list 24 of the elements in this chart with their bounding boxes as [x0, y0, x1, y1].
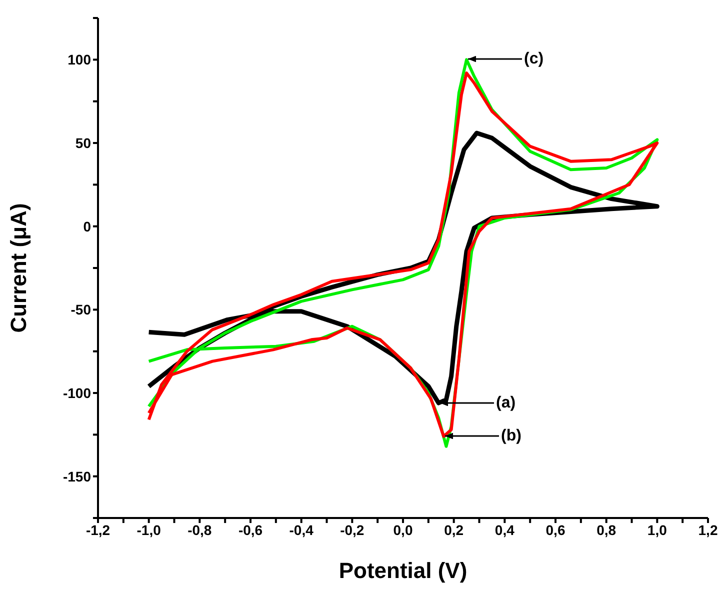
- annotation: (a): [496, 394, 516, 412]
- x-axis-title: Potential (V): [338, 558, 468, 583]
- x-tick-label: 1,0: [647, 522, 668, 538]
- x-tick-label: -1,0: [136, 522, 162, 538]
- x-tick-label: 0,8: [596, 522, 616, 538]
- x-tick-label: -1,2: [86, 522, 110, 538]
- x-tick-label: 0,2: [444, 522, 464, 538]
- x-tick-label: 0,0: [393, 522, 413, 538]
- x-tick-label: 1,2: [698, 522, 718, 538]
- x-tick-label: -0,4: [289, 522, 314, 538]
- x-tick-label: 0,4: [494, 522, 515, 538]
- annotation: (b): [501, 428, 522, 444]
- y-tick-label: -100: [62, 384, 92, 401]
- y-tick-label: -50: [70, 302, 92, 318]
- x-tick-label: -0,8: [188, 522, 212, 538]
- y-tick-label: -150: [62, 468, 92, 484]
- y-tick-label: 50: [75, 134, 92, 151]
- x-tick-label: -0,6: [238, 522, 263, 538]
- y-tick-label: 0: [83, 218, 92, 234]
- annotation: (c): [524, 50, 544, 68]
- y-axis-title: Current (μA): [6, 203, 31, 333]
- y-tick-label: 100: [68, 52, 92, 68]
- x-tick-label: -0,2: [340, 522, 364, 538]
- x-tick-label: 0,6: [546, 522, 566, 538]
